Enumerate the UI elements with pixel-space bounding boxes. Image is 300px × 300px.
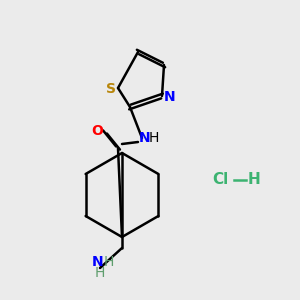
Text: N: N — [139, 131, 151, 145]
Text: S: S — [106, 82, 116, 96]
Text: N: N — [92, 255, 104, 269]
Text: H: H — [104, 255, 114, 269]
Text: H: H — [95, 266, 105, 280]
Text: Cl: Cl — [212, 172, 228, 188]
Text: H: H — [248, 172, 260, 188]
Text: N: N — [164, 90, 176, 104]
Text: H: H — [149, 131, 159, 145]
Text: O: O — [91, 124, 103, 138]
